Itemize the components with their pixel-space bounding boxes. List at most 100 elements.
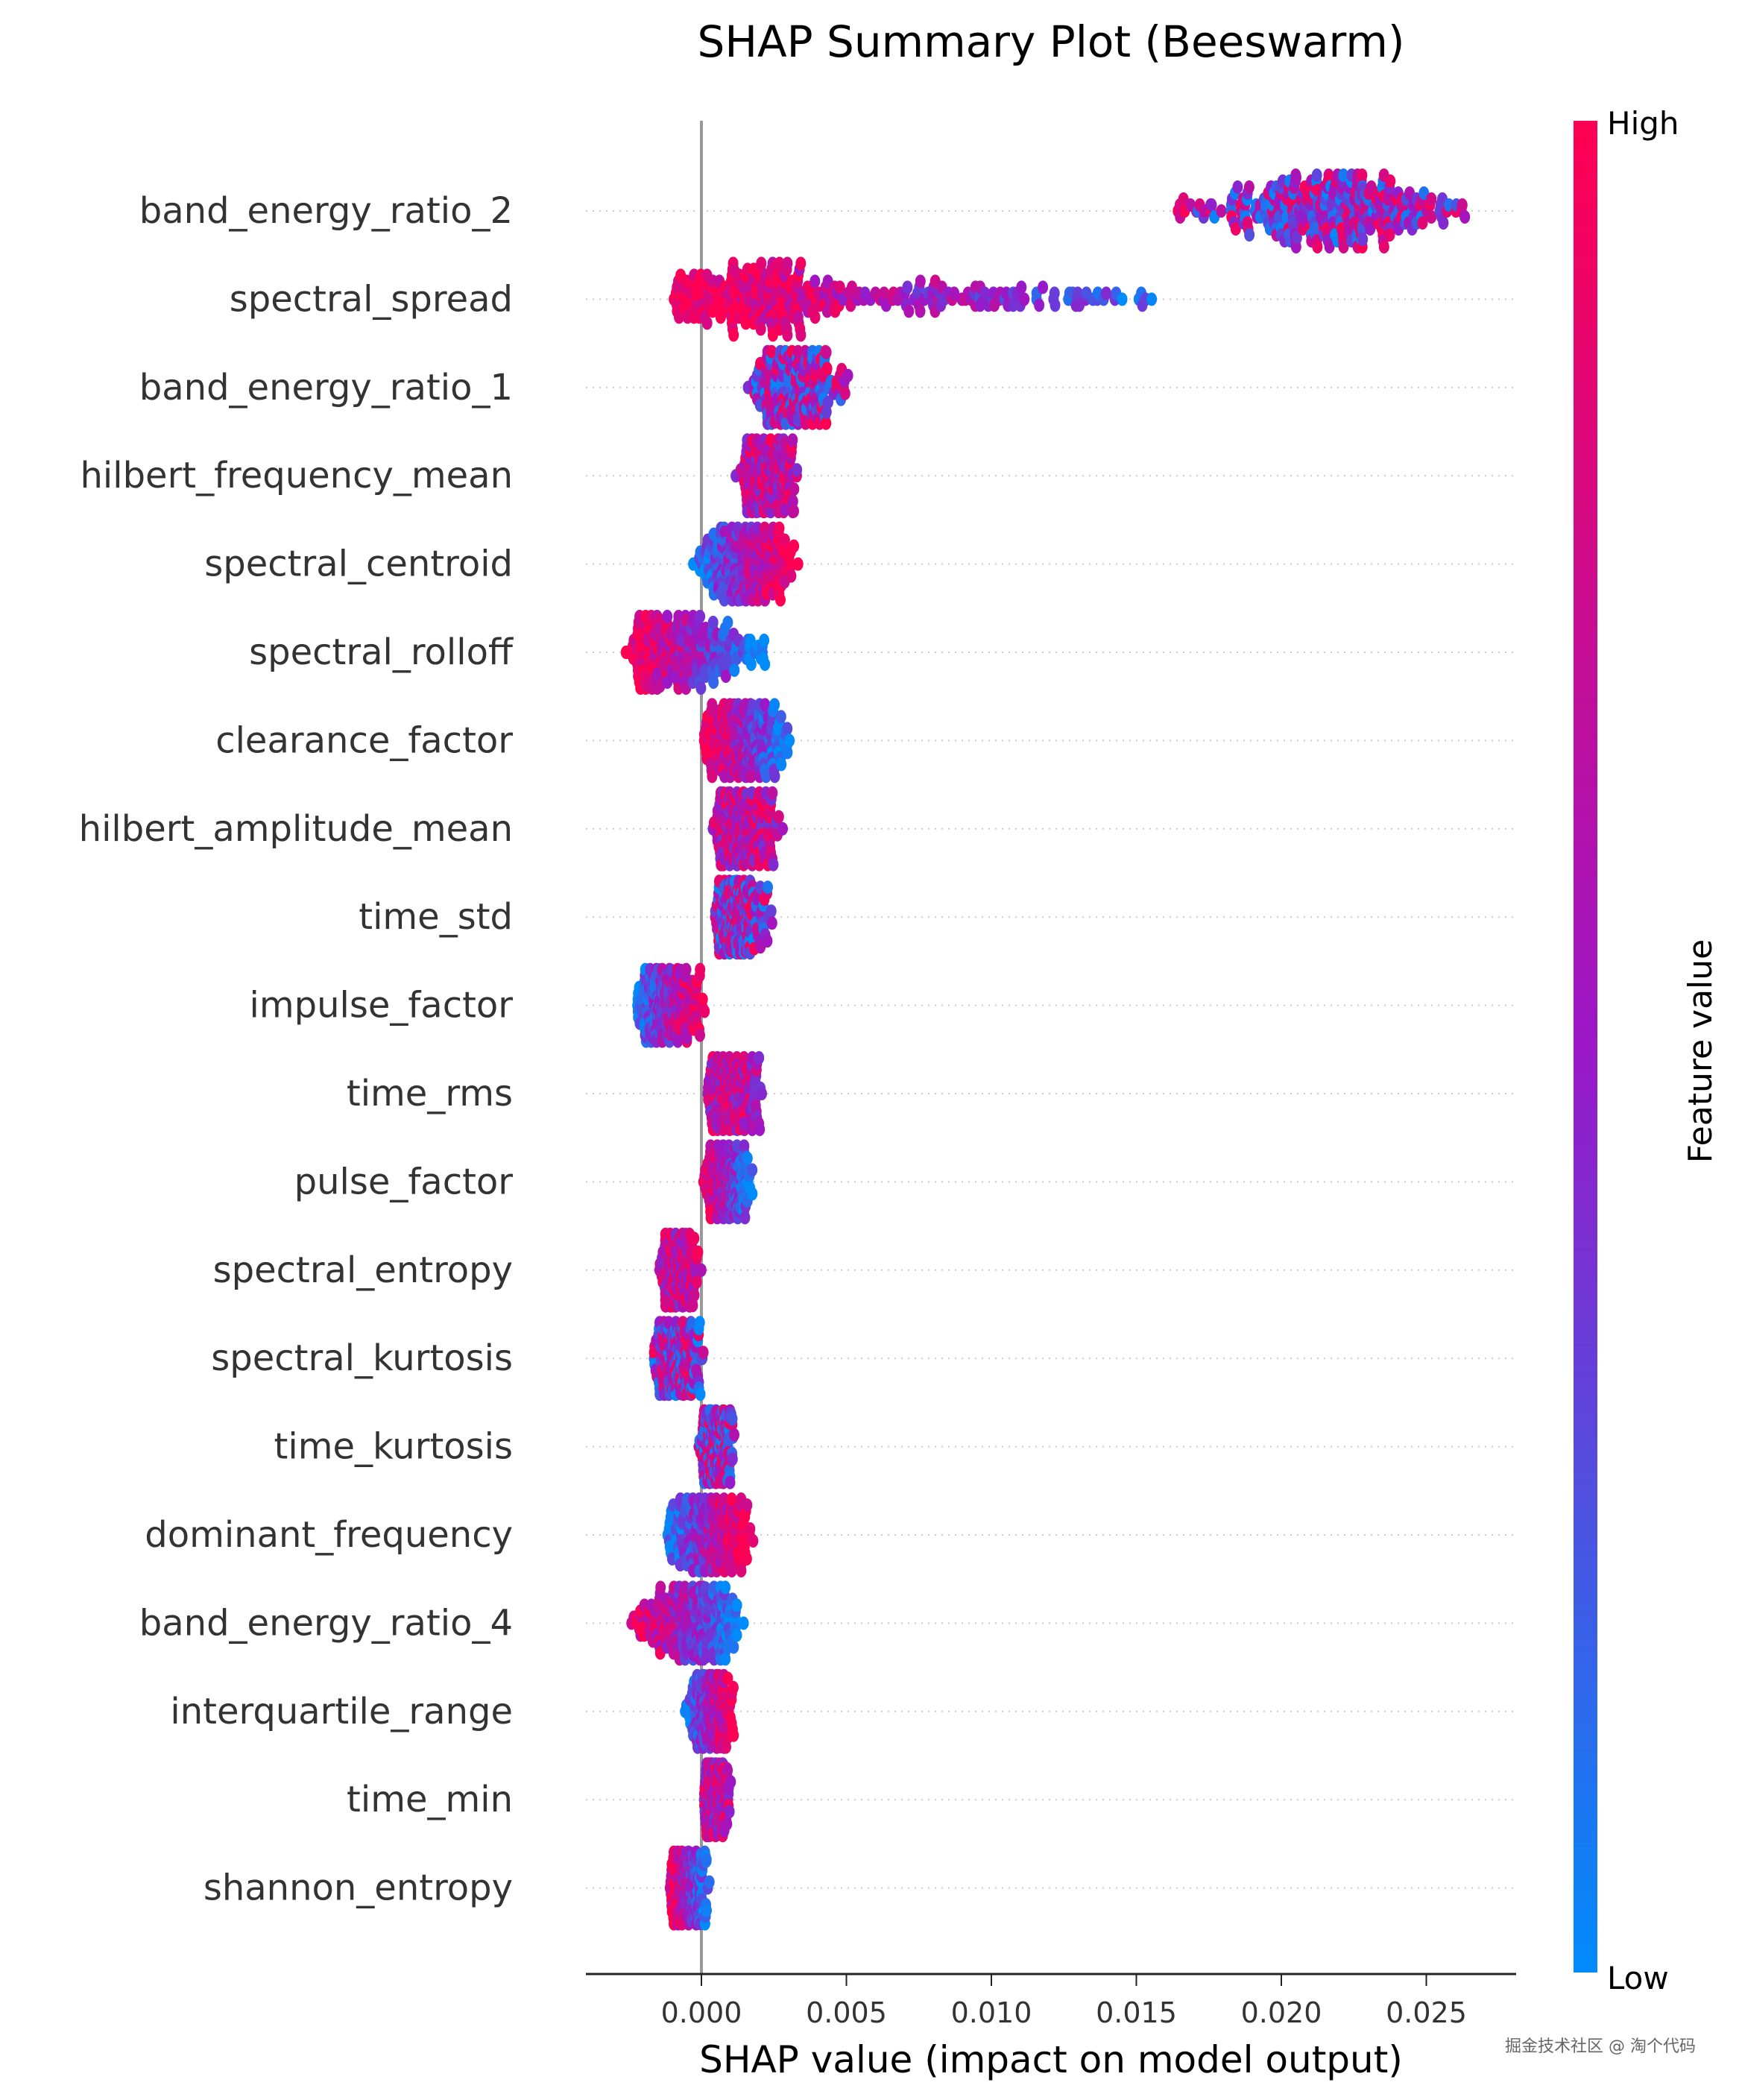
shap-dot (979, 286, 991, 300)
watermark: 掘金技术社区 @ 淘个代码 (1505, 2037, 1696, 2056)
shap-dot (766, 344, 777, 359)
shap-dot (786, 569, 797, 583)
shap-dot (879, 286, 890, 300)
shap-dot (774, 521, 785, 535)
shap-dot (722, 1817, 733, 1831)
shap-dot (692, 1245, 704, 1259)
feature-label: band_energy_ratio_1 (139, 367, 513, 409)
shap-dot (784, 734, 795, 748)
shap-dot (695, 681, 707, 695)
shap-dot (1146, 292, 1158, 306)
x-axis-label: SHAP value (impact on model output) (699, 2038, 1403, 2081)
shap-dot (701, 316, 713, 330)
shap-dot (689, 1288, 700, 1302)
dots-layer (620, 168, 1471, 1931)
shap-dot (701, 1853, 712, 1867)
shap-dot (792, 557, 804, 571)
shap-dot (789, 539, 800, 553)
shap-dot (727, 1452, 738, 1466)
shap-dot (745, 634, 756, 647)
shap-dot (1206, 198, 1217, 212)
shap-dot (707, 616, 719, 629)
shap-dot (789, 482, 800, 496)
shap-dot (707, 769, 718, 783)
shap-dot (1384, 228, 1395, 242)
shap-dot (745, 769, 757, 783)
shap-dot (720, 1652, 731, 1666)
feature-rows: band_energy_ratio_2 spectral_spread band_e… (79, 190, 1516, 1909)
x-ticks: 0.000 0.005 0.010 0.015 0.020 0.025 (661, 1974, 1467, 2029)
shap-dot (763, 880, 773, 895)
shap-dot (725, 1475, 736, 1489)
shap-dot (834, 280, 845, 294)
shap-dot (949, 286, 960, 300)
shap-dot (769, 769, 780, 783)
shap-dot (726, 1492, 737, 1506)
shap-dot (662, 610, 673, 623)
x-tick-label: 0.015 (1096, 1996, 1177, 2029)
shap-dot (728, 328, 739, 342)
shap-dot (757, 1087, 767, 1100)
shap-dot (738, 1616, 749, 1630)
shap-dot (773, 810, 784, 824)
shap-dot (740, 316, 751, 330)
shap-dot (691, 1275, 702, 1289)
shap-dot (1357, 233, 1369, 247)
shap-dot (782, 256, 793, 271)
shap-dot (695, 962, 706, 977)
shap-dot (689, 1232, 700, 1246)
shap-dot (787, 494, 798, 508)
feature-label: spectral_spread (230, 278, 513, 320)
shap-dot (722, 1671, 733, 1686)
shap-dot (915, 304, 926, 318)
shap-dot (736, 1564, 747, 1577)
shap-dot (727, 1412, 738, 1426)
shap-dot (1244, 228, 1255, 242)
colorbar (1574, 121, 1597, 1973)
feature-label: band_energy_ratio_4 (139, 1602, 513, 1644)
shap-dot (792, 463, 803, 477)
shap-dot (728, 1728, 739, 1742)
shap-dot (769, 698, 780, 712)
shap-dot (782, 722, 793, 736)
shap-dot (754, 1123, 766, 1136)
shap-dot (694, 1316, 705, 1330)
shap-dot (787, 433, 798, 447)
feature-label: time_min (347, 1779, 513, 1820)
feature-label: hilbert_frequency_mean (80, 455, 513, 496)
feature-label: spectral_centroid (204, 543, 513, 585)
shap-dot (1049, 286, 1060, 300)
shap-dot (1216, 204, 1227, 218)
shap-dot (767, 786, 778, 800)
shap-dot (1034, 298, 1045, 312)
shap-dot (739, 1211, 751, 1225)
shap-dot (1311, 168, 1322, 182)
shap-dot (695, 1387, 706, 1401)
colorbar-high-label: High (1607, 105, 1679, 142)
shap-dot (809, 310, 821, 324)
feature-label: band_energy_ratio_2 (139, 190, 513, 232)
x-tick-label: 0.010 (951, 1996, 1032, 2029)
shap-dot (748, 1534, 759, 1548)
shap-dot (1438, 216, 1449, 230)
shap-dot (782, 328, 793, 342)
shap-dot (655, 1580, 666, 1595)
shap-dot (742, 1151, 753, 1165)
shap-dot (1101, 286, 1112, 300)
shap-dot (1338, 168, 1349, 182)
shap-dot (728, 1680, 739, 1694)
shap-dot (842, 368, 853, 382)
shap-dot (1338, 240, 1349, 253)
shap-dot (1357, 168, 1368, 182)
shap-dot (766, 904, 777, 918)
shap-dot (701, 1903, 712, 1917)
shap-dot (745, 1522, 756, 1536)
shap-dot (695, 610, 706, 623)
shap-dot (789, 504, 799, 518)
shap-dot (720, 1580, 731, 1595)
colorbar-title: Feature value (1682, 939, 1720, 1163)
feature-label: time_kurtosis (274, 1426, 513, 1468)
shap-dot (754, 1051, 765, 1065)
shap-dot (725, 1775, 736, 1789)
shap-dot (1072, 286, 1083, 300)
